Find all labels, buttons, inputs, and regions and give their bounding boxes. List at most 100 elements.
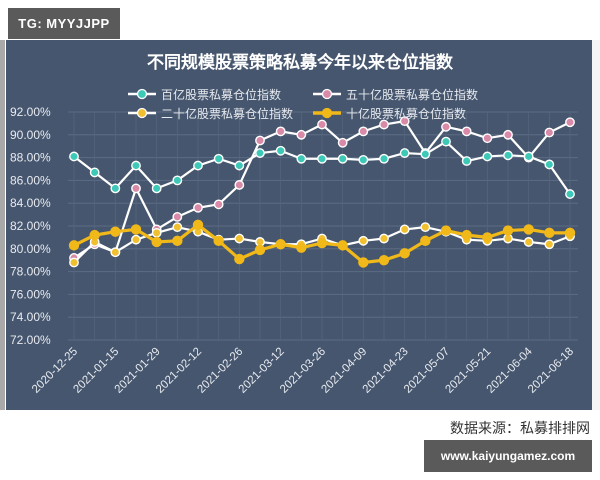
legend-item: 十亿股票私募仓位指数 <box>313 106 466 121</box>
data-point <box>482 133 493 144</box>
legend-label: 二十亿股票私募仓位指数 <box>161 106 293 121</box>
data-point <box>275 145 286 156</box>
data-point <box>317 153 327 164</box>
series-3 <box>68 219 576 268</box>
data-point <box>565 117 575 128</box>
data-point <box>130 224 142 235</box>
y-tick-label: 82.00% <box>10 219 51 233</box>
y-tick-label: 84.00% <box>10 196 51 210</box>
legend-label: 百亿股票私募仓位指数 <box>161 87 281 102</box>
data-point <box>523 151 534 162</box>
data-point <box>441 136 451 147</box>
data-point <box>275 126 286 137</box>
data-point <box>420 149 431 160</box>
data-point <box>131 234 141 245</box>
chart-title: 不同规模股票策略私募今年以来仓位指数 <box>147 53 453 73</box>
data-point <box>420 222 431 233</box>
series-layer <box>68 116 576 268</box>
data-point <box>192 219 204 231</box>
data-point <box>316 237 328 249</box>
data-point <box>213 153 224 164</box>
data-point <box>172 175 183 186</box>
data-point <box>503 150 513 161</box>
data-point <box>172 235 183 247</box>
data-point <box>482 151 493 162</box>
data-point <box>89 229 100 241</box>
y-tick-label: 76.00% <box>10 287 51 301</box>
data-point <box>317 119 327 130</box>
legend-item: 五十亿股票私募仓位指数 <box>313 87 478 102</box>
data-point <box>482 232 493 243</box>
data-point <box>358 126 369 137</box>
data-point <box>151 236 162 248</box>
data-point <box>89 167 100 178</box>
grid <box>68 111 578 341</box>
data-point <box>275 239 286 250</box>
data-point <box>234 233 245 244</box>
data-point <box>358 235 369 246</box>
y-tick-label: 86.00% <box>10 173 51 187</box>
x-axis: 2020-12-252021-01-152021-01-292021-02-12… <box>30 345 576 396</box>
data-point <box>110 183 121 194</box>
data-point <box>502 225 514 236</box>
data-point <box>440 225 452 236</box>
data-point <box>255 148 265 158</box>
data-point <box>544 227 555 239</box>
data-point <box>254 244 266 256</box>
data-point <box>544 127 555 138</box>
data-point <box>131 160 141 171</box>
data-point <box>255 135 265 146</box>
data-point <box>461 229 472 241</box>
data-point <box>379 119 389 130</box>
data-point <box>172 222 183 233</box>
data-point <box>151 183 162 194</box>
data-point <box>523 237 534 247</box>
data-point <box>131 183 141 194</box>
watermark-bottom: www.kaiyungamez.com <box>424 440 592 472</box>
data-point <box>193 160 203 171</box>
data-point <box>399 248 410 259</box>
data-point <box>337 240 348 251</box>
legend-label: 十亿股票私募仓位指数 <box>346 106 466 121</box>
data-point <box>110 247 121 258</box>
series-0 <box>69 136 575 199</box>
data-point <box>461 126 472 137</box>
data-point <box>213 235 224 247</box>
data-point <box>172 211 183 222</box>
data-point <box>337 137 348 148</box>
data-point <box>69 151 79 162</box>
y-tick-label: 92.00% <box>10 105 51 119</box>
watermark-top: TG: MYYJJPP <box>8 8 120 39</box>
data-point <box>69 257 79 268</box>
data-point <box>378 255 390 266</box>
data-point <box>234 160 245 171</box>
data-point <box>213 199 224 210</box>
data-point <box>358 154 369 165</box>
data-point <box>420 235 431 247</box>
data-point <box>544 239 555 250</box>
data-point <box>296 129 307 140</box>
data-point <box>461 156 472 166</box>
data-point <box>337 153 348 164</box>
data-point <box>151 227 162 238</box>
data-point <box>296 242 307 253</box>
data-point <box>358 257 369 268</box>
data-point <box>296 153 307 164</box>
data-point <box>399 148 410 158</box>
data-point <box>564 227 576 239</box>
data-point <box>234 180 245 190</box>
y-tick-label: 90.00% <box>10 128 51 142</box>
data-point <box>399 116 410 127</box>
data-point <box>379 233 389 244</box>
data-point <box>193 202 203 213</box>
data-point <box>523 224 534 235</box>
legend-label: 五十亿股票私募仓位指数 <box>346 87 478 102</box>
panel-edge <box>592 40 600 410</box>
source-note: 数据来源：私募排排网 <box>450 421 590 437</box>
legend-item: 二十亿股票私募仓位指数 <box>128 106 293 121</box>
chart-panel <box>6 40 592 410</box>
left-border <box>0 40 5 410</box>
data-point <box>110 226 121 237</box>
y-tick-label: 80.00% <box>10 242 51 256</box>
